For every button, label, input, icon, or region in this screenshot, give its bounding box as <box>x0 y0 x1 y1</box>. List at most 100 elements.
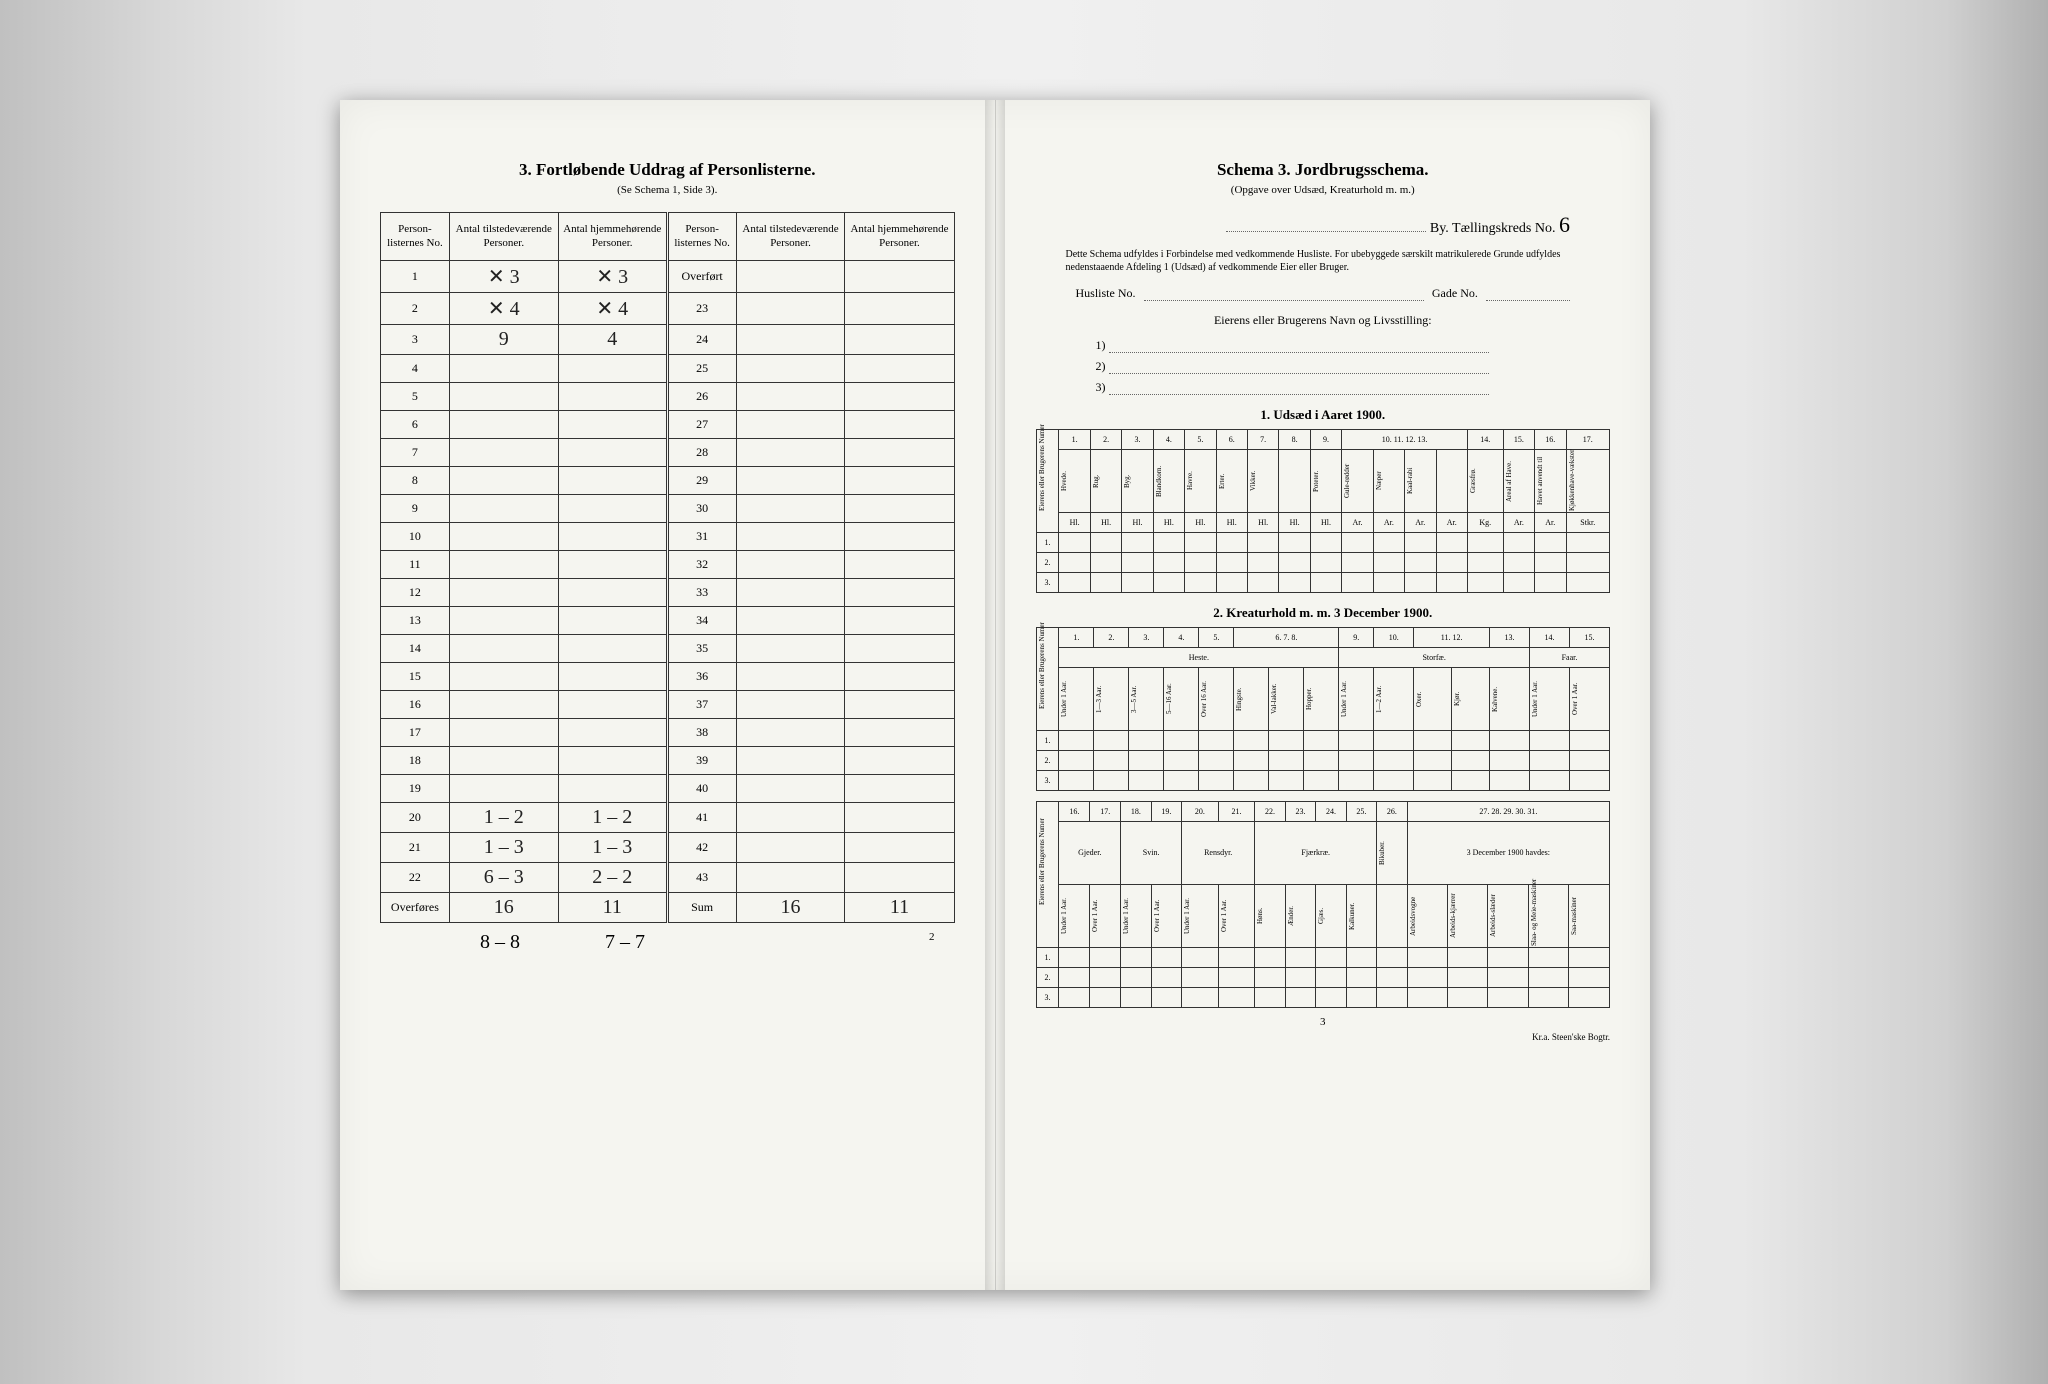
cell <box>845 579 954 607</box>
sec1-label: 1. Udsæd i Aaret 1900. <box>1036 407 1611 423</box>
row-no: 27 <box>667 411 736 439</box>
row-no: 16 <box>381 691 450 719</box>
cell <box>845 803 954 833</box>
row-no: 29 <box>667 467 736 495</box>
row-no: 42 <box>667 833 736 863</box>
cell <box>845 293 954 325</box>
row-no: 23 <box>667 293 736 325</box>
cell <box>736 635 845 663</box>
row-no: 21 <box>381 833 450 863</box>
cell <box>845 863 954 893</box>
row-no: 34 <box>667 607 736 635</box>
cell <box>736 293 845 325</box>
cell <box>736 719 845 747</box>
row-no: 18 <box>381 747 450 775</box>
cell <box>736 523 845 551</box>
cell <box>558 607 667 635</box>
row-no: 3 <box>381 325 450 355</box>
row-no: 36 <box>667 663 736 691</box>
cell <box>845 747 954 775</box>
cell <box>845 719 954 747</box>
col-home-2: Antal hjemmehørende Personer. <box>845 213 954 261</box>
cell <box>558 495 667 523</box>
row-no: 32 <box>667 551 736 579</box>
cell <box>449 719 558 747</box>
col-no-2: Person-listernes No. <box>667 213 736 261</box>
cell <box>845 775 954 803</box>
person-list-table: Person-listernes No. Antal tilstedeværen… <box>380 212 955 923</box>
cell <box>845 495 954 523</box>
intro-text: Dette Schema udfyldes i Forbindelse med … <box>1066 248 1581 274</box>
row-no: 33 <box>667 579 736 607</box>
col-present-1: Antal tilstedeværende Personer. <box>449 213 558 261</box>
cell: ✕ 4 <box>449 293 558 325</box>
cell <box>449 467 558 495</box>
cell <box>845 439 954 467</box>
cell <box>845 551 954 579</box>
document-spread: 3. Fortløbende Uddrag af Personlisterne.… <box>340 100 1650 1290</box>
row-no: 24 <box>667 325 736 355</box>
row-no: 6 <box>381 411 450 439</box>
cell <box>736 579 845 607</box>
cell <box>736 775 845 803</box>
cell <box>558 523 667 551</box>
row-no: 8 <box>381 467 450 495</box>
row-no: 5 <box>381 383 450 411</box>
row-no: 2 <box>381 293 450 325</box>
cell <box>449 579 558 607</box>
cell <box>449 439 558 467</box>
cell <box>449 775 558 803</box>
cell <box>845 325 954 355</box>
cell <box>558 411 667 439</box>
row-no: 35 <box>667 635 736 663</box>
row-no: 11 <box>381 551 450 579</box>
row-no: 14 <box>381 635 450 663</box>
cell <box>558 635 667 663</box>
cell <box>449 607 558 635</box>
cell <box>449 551 558 579</box>
cell: 2 – 2 <box>558 863 667 893</box>
cell <box>558 551 667 579</box>
cell <box>736 439 845 467</box>
cell <box>845 355 954 383</box>
row-no: 12 <box>381 579 450 607</box>
udsaed-table: Eierens eller Brugerens Numer 1.2.3.4.5.… <box>1036 429 1611 593</box>
numbered-lines: 1) 2) 3) <box>1096 338 1611 395</box>
row-no: 7 <box>381 439 450 467</box>
cell <box>736 261 845 293</box>
row-no: 41 <box>667 803 736 833</box>
row-no: 25 <box>667 355 736 383</box>
row-no: Overført <box>667 261 736 293</box>
left-subtitle: (Se Schema 1, Side 3). <box>380 184 955 196</box>
row-no: 4 <box>381 355 450 383</box>
cell <box>449 747 558 775</box>
col-no-1: Person-listernes No. <box>381 213 450 261</box>
cell <box>736 551 845 579</box>
cell <box>845 411 954 439</box>
row-no: 43 <box>667 863 736 893</box>
cell <box>449 495 558 523</box>
row-no: 22 <box>381 863 450 893</box>
row-no: 26 <box>667 383 736 411</box>
left-page: 3. Fortløbende Uddrag af Personlisterne.… <box>340 100 996 1290</box>
cell <box>558 747 667 775</box>
cell <box>558 355 667 383</box>
cell <box>558 383 667 411</box>
cell <box>558 691 667 719</box>
cell <box>558 579 667 607</box>
row-no: 37 <box>667 691 736 719</box>
cell <box>449 383 558 411</box>
bottom-handwriting: 8 – 8 7 – 7 2 <box>380 931 955 954</box>
col-present-2: Antal tilstedeværende Personer. <box>736 213 845 261</box>
cell: 1 – 2 <box>558 803 667 833</box>
row-no: 31 <box>667 523 736 551</box>
cell: ✕ 3 <box>558 261 667 293</box>
cell <box>449 355 558 383</box>
row-no: 28 <box>667 439 736 467</box>
cell: 4 <box>558 325 667 355</box>
row-no: 10 <box>381 523 450 551</box>
cell <box>449 635 558 663</box>
right-page-num: 3 <box>1036 1016 1611 1028</box>
cell <box>558 775 667 803</box>
right-subtitle: (Opgave over Udsæd, Kreaturhold m. m.) <box>1036 184 1611 196</box>
